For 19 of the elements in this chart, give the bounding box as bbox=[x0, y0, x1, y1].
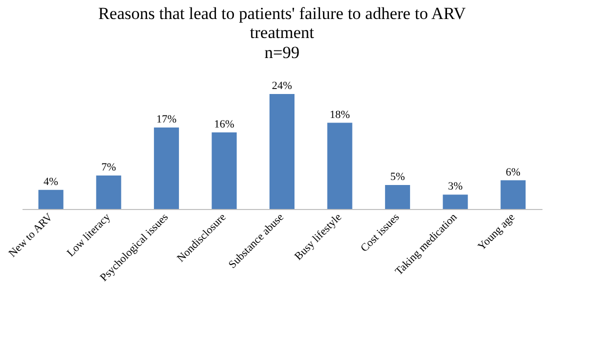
bar bbox=[270, 94, 294, 209]
data-label: 16% bbox=[214, 118, 234, 130]
data-label: 24% bbox=[272, 80, 292, 92]
data-label: 5% bbox=[390, 171, 405, 184]
bar bbox=[212, 132, 237, 209]
data-label: 6% bbox=[506, 166, 520, 178]
bar bbox=[327, 122, 352, 209]
bar bbox=[442, 194, 468, 209]
data-label: 3% bbox=[448, 180, 463, 193]
bar bbox=[154, 128, 179, 209]
bar bbox=[385, 185, 410, 209]
data-label: 17% bbox=[156, 114, 177, 126]
bar bbox=[500, 180, 526, 209]
data-label: 7% bbox=[101, 161, 116, 174]
chart-subtitle: n=99 bbox=[264, 43, 300, 62]
data-label: 4% bbox=[44, 176, 58, 188]
bar bbox=[38, 190, 64, 209]
bar bbox=[96, 175, 122, 209]
data-label: 18% bbox=[330, 108, 350, 121]
